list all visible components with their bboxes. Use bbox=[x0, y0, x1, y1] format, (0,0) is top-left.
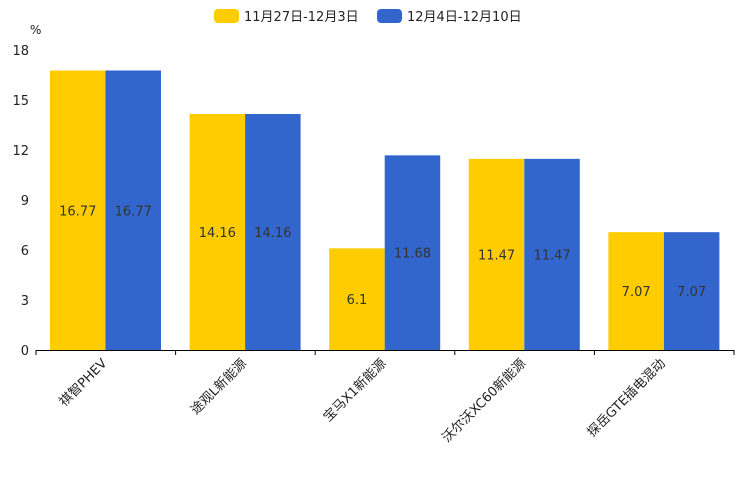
bar-value-label: 14.16 bbox=[199, 226, 236, 241]
legend-swatch bbox=[377, 9, 402, 23]
bar-value-label: 6.1 bbox=[347, 293, 368, 308]
category-label: 探岳GTE插电混动 bbox=[585, 356, 669, 440]
legend-swatch bbox=[214, 9, 239, 23]
bar-series1 bbox=[189, 114, 246, 350]
y-tick-label: 12 bbox=[12, 144, 29, 159]
category-label: 祺智PHEV bbox=[57, 356, 111, 410]
bar-value-label: 7.07 bbox=[677, 285, 706, 300]
y-tick-label: 9 bbox=[21, 194, 29, 209]
bar-value-label: 7.07 bbox=[622, 285, 651, 300]
y-axis-unit-label: % bbox=[30, 23, 41, 37]
y-tick-label: 18 bbox=[12, 44, 29, 59]
bar-series1 bbox=[608, 232, 664, 350]
chart-legend: 11月27日-12月3日 12月4日-12月10日 bbox=[214, 9, 522, 25]
bar-value-label: 11.68 bbox=[394, 247, 431, 262]
y-tick-label: 0 bbox=[21, 344, 29, 359]
bar-series1 bbox=[468, 158, 525, 350]
legend-label: 11月27日-12月3日 bbox=[244, 10, 359, 25]
bar-value-label: 16.77 bbox=[59, 204, 96, 219]
x-axis: 祺智PHEV 途观L新能源 宝马X1新能源 沃尔沃XC60新能源 探岳GTE插电混动 bbox=[35, 350, 735, 446]
y-axis: 0 3 6 9 12 15 18 bbox=[12, 44, 29, 359]
bar-series2 bbox=[384, 155, 441, 350]
bar-series-group: 16.77 14.16 6.1 11.47 7.07 16.77 14.16 11.68 11.… bbox=[50, 70, 720, 350]
bar-series2 bbox=[105, 70, 161, 350]
legend-label: 12月4日-12月10日 bbox=[407, 10, 522, 25]
bar-series2 bbox=[663, 232, 720, 350]
y-tick-label: 15 bbox=[12, 94, 29, 109]
bar-series1 bbox=[50, 70, 106, 350]
y-tick-label: 3 bbox=[21, 294, 29, 309]
bar-value-label: 14.16 bbox=[254, 226, 291, 241]
y-tick-label: 6 bbox=[21, 244, 29, 259]
bar-value-label: 16.77 bbox=[115, 204, 152, 219]
category-label: 沃尔沃XC60新能源 bbox=[439, 356, 529, 446]
category-label: 宝马X1新能源 bbox=[320, 356, 389, 425]
bar-series2 bbox=[245, 114, 301, 350]
category-label: 途观L新能源 bbox=[188, 356, 250, 418]
bar-series2 bbox=[524, 158, 580, 350]
bar-series1 bbox=[329, 248, 385, 350]
bar-value-label: 11.47 bbox=[533, 248, 570, 263]
bar-value-label: 11.47 bbox=[478, 248, 515, 263]
